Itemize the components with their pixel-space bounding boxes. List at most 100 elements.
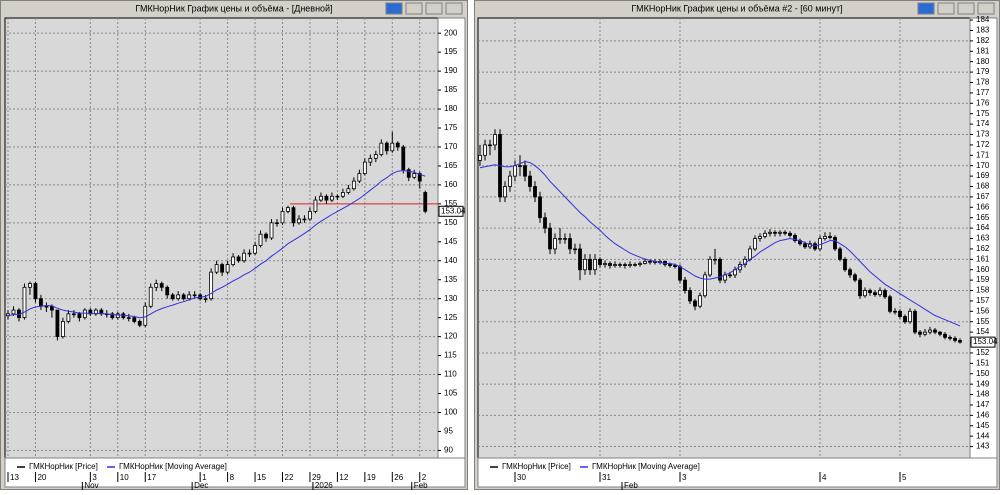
candle-body — [242, 252, 246, 262]
y-tick-label: 145 — [976, 421, 990, 430]
candle-body — [538, 196, 542, 219]
y-tick-label: 179 — [976, 67, 990, 76]
candle-body — [878, 290, 882, 296]
candle-body — [628, 264, 632, 266]
y-tick-label: 90 — [444, 446, 453, 455]
candle-body — [513, 165, 517, 177]
candle-body — [763, 232, 767, 237]
minimize-button[interactable] — [405, 2, 423, 15]
y-tick-label: 180 — [444, 104, 458, 113]
candle-body — [384, 142, 389, 152]
candle-body — [853, 274, 857, 281]
close-button[interactable] — [445, 2, 463, 15]
candle-body — [553, 238, 557, 250]
candle-body — [683, 279, 687, 291]
candle-body — [613, 264, 617, 266]
y-tick-label: 155 — [976, 317, 990, 326]
x-tick-label: 20 — [37, 473, 46, 482]
month-label: Dec — [194, 481, 208, 490]
x-tick-label: 29 — [312, 473, 321, 482]
candle-body — [324, 195, 329, 201]
candle-body — [573, 248, 577, 251]
candle-body — [753, 238, 757, 250]
y-tick-label: 146 — [976, 410, 990, 419]
candle-body — [159, 283, 164, 288]
candle-body — [703, 274, 707, 297]
candle-body — [888, 296, 892, 312]
pin-button[interactable] — [385, 2, 403, 15]
candle-body — [788, 232, 792, 236]
month-label: Feb — [624, 481, 638, 490]
maximize-button[interactable] — [425, 2, 443, 15]
candle-body — [275, 222, 279, 225]
candle-body — [523, 165, 527, 177]
x-tick-label: 3 — [92, 473, 97, 482]
y-tick-label: 183 — [976, 26, 990, 35]
candle-body — [863, 290, 867, 297]
y-tick-label: 184 — [976, 15, 990, 24]
candle-body — [417, 173, 422, 182]
y-tick-label: 165 — [976, 213, 990, 222]
candle-body — [593, 258, 597, 271]
candle-body — [548, 227, 552, 250]
minimize-button[interactable] — [937, 2, 955, 15]
y-tick-label: 165 — [444, 161, 458, 170]
price-axis — [437, 17, 466, 459]
candle-body — [873, 292, 877, 296]
y-tick-label: 149 — [976, 379, 990, 388]
candle-body — [783, 231, 787, 234]
x-tick-label: 8 — [230, 473, 235, 482]
candle-body — [673, 265, 677, 268]
y-tick-label: 173 — [976, 130, 990, 139]
candle-body — [319, 195, 323, 201]
maximize-button[interactable] — [957, 2, 975, 15]
y-tick-label: 195 — [444, 47, 458, 56]
candle-body — [488, 144, 492, 147]
y-tick-label: 178 — [976, 78, 990, 87]
y-tick-label: 145 — [444, 237, 458, 246]
candle-body — [379, 142, 384, 155]
y-tick-label: 169 — [976, 171, 990, 180]
y-tick-label: 100 — [444, 408, 458, 417]
candle-body — [187, 294, 192, 300]
candle-body — [143, 305, 148, 326]
candle-body — [868, 290, 872, 294]
candle-body — [340, 192, 345, 197]
y-tick-label: 151 — [976, 358, 990, 367]
candle-body — [373, 154, 378, 159]
candle-body — [236, 256, 241, 262]
y-tick-label: 156 — [976, 306, 990, 315]
bottom-panel — [4, 457, 466, 488]
candle-body — [803, 243, 807, 248]
candle-body — [478, 154, 482, 161]
y-tick-label: 166 — [976, 202, 990, 211]
y-tick-label: 152 — [976, 348, 990, 357]
last-price-box — [438, 205, 464, 217]
y-tick-label: 175 — [444, 123, 458, 132]
candle-body — [351, 180, 356, 190]
y-tick-label: 174 — [976, 119, 990, 128]
y-tick-label: 143 — [976, 442, 990, 451]
candle-body — [313, 199, 318, 212]
candle-body — [748, 248, 752, 260]
pin-button[interactable] — [917, 2, 935, 15]
candle-body — [563, 238, 567, 240]
candle-body — [203, 298, 208, 300]
candle-body — [823, 236, 827, 239]
y-tick-label: 190 — [444, 66, 458, 75]
y-tick-label: 200 — [444, 28, 458, 37]
x-tick-label: 12 — [339, 473, 348, 482]
candle-body — [330, 195, 334, 201]
y-tick-label: 125 — [444, 313, 458, 322]
candle-body — [943, 333, 947, 338]
candle-body — [718, 258, 722, 281]
x-tick-label: 31 — [602, 473, 611, 482]
close-button[interactable] — [977, 2, 995, 15]
candle-body — [758, 236, 762, 239]
title-bar — [1, 1, 467, 16]
candle-body — [247, 252, 252, 255]
candle-body — [838, 248, 842, 260]
candle-body — [518, 165, 522, 167]
candle-body — [643, 261, 647, 264]
